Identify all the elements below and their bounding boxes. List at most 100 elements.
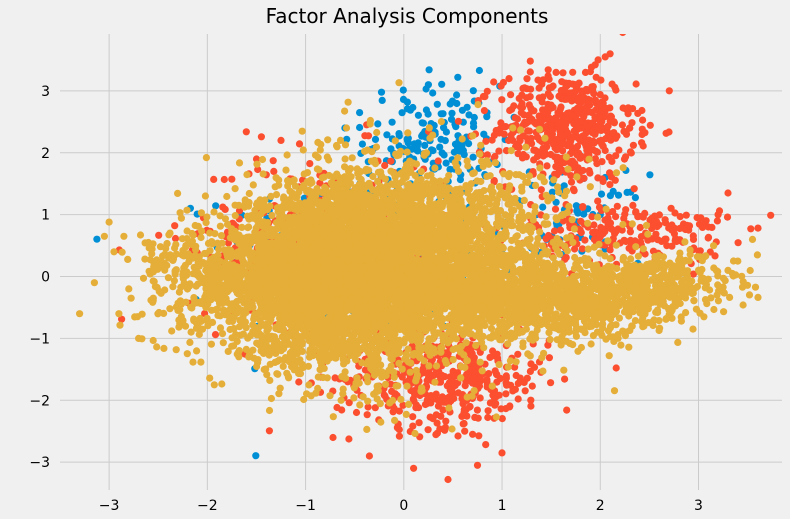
scatter-point [556, 105, 564, 113]
scatter-point [329, 433, 337, 442]
scatter-point [306, 160, 314, 168]
scatter-point [398, 109, 406, 117]
scatter-point [482, 441, 490, 449]
scatter-point [381, 380, 390, 388]
scatter-point [601, 113, 609, 121]
scatter-point [594, 56, 602, 64]
scatter-point [323, 153, 331, 161]
scatter-point [505, 403, 514, 411]
scatter-point [552, 198, 560, 206]
scatter-point [207, 340, 215, 348]
scatter-point [217, 232, 226, 240]
scatter-point [641, 129, 649, 137]
scatter-point [530, 156, 538, 164]
scatter-point [606, 169, 614, 177]
scatter-point [197, 358, 205, 366]
scatter-point [363, 425, 371, 433]
scatter-point [422, 106, 430, 114]
scatter-point [596, 91, 604, 99]
scatter-point [210, 175, 218, 183]
scatter-point [449, 367, 457, 375]
scatter-point [434, 402, 442, 410]
scatter-point [486, 353, 494, 361]
scatter-point [547, 121, 555, 129]
scatter-point [560, 182, 568, 190]
scatter-point [356, 123, 364, 132]
scatter-point [646, 121, 654, 129]
scatter-point [619, 34, 626, 37]
scatter-point [559, 69, 567, 77]
scatter-point [514, 395, 522, 403]
scatter-point [561, 375, 569, 383]
scatter-point [591, 113, 599, 121]
scatter-point [514, 379, 522, 387]
scatter-point [594, 230, 602, 238]
scatter-point [271, 183, 279, 191]
scatter-point [507, 91, 515, 99]
scatter-point [626, 228, 635, 236]
scatter-point [174, 189, 182, 197]
scatter-point [526, 68, 534, 76]
scatter-point [593, 160, 601, 168]
scatter-point [521, 387, 529, 395]
scatter-point [381, 161, 389, 170]
scatter-point [432, 362, 441, 370]
scatter-point [572, 146, 580, 154]
scatter-point [339, 385, 347, 393]
scatter-point [517, 126, 525, 134]
scatter-point [342, 124, 351, 132]
scatter-point [337, 396, 345, 404]
scatter-point [559, 133, 567, 142]
scatter-point [595, 203, 604, 211]
scatter-point [425, 66, 433, 74]
scatter-point [610, 118, 618, 127]
scatter-point [620, 214, 628, 222]
scatter-point [305, 381, 313, 389]
scatter-point [387, 157, 395, 165]
scatter-point [245, 189, 253, 198]
scatter-point [485, 370, 493, 378]
scatter-point [552, 68, 560, 76]
scatter-point [446, 165, 454, 173]
scatter-point [465, 111, 473, 119]
scatter-point [424, 81, 432, 89]
scatter-point [638, 106, 646, 115]
scatter-point [461, 427, 469, 435]
scatter-point [220, 175, 228, 184]
scatter-point [662, 219, 670, 227]
scatter-point [410, 464, 418, 472]
scatter-point [235, 159, 244, 167]
scatter-point [365, 452, 373, 460]
scatter-point [395, 151, 403, 159]
scatter-point [416, 354, 424, 362]
scatter-point [585, 142, 593, 150]
scatter-point [356, 401, 364, 409]
scatter-point [528, 382, 536, 390]
scatter-point [329, 413, 337, 421]
scatter-point [693, 214, 701, 222]
scatter-point [724, 189, 732, 197]
scatter-point [488, 382, 496, 390]
scatter-point [495, 147, 503, 155]
scatter-point [569, 68, 577, 76]
scatter-point [252, 452, 260, 460]
scatter-point [566, 89, 574, 97]
scatter-point [242, 128, 250, 136]
scatter-point [458, 135, 466, 143]
scatter-point [530, 363, 539, 371]
scatter-point [510, 102, 518, 110]
scatter-point [592, 73, 600, 81]
scatter-point [543, 105, 551, 113]
scatter-point [704, 233, 713, 241]
scatter-point [446, 373, 454, 381]
scatter-point [502, 123, 510, 131]
scatter-point [421, 141, 429, 149]
scatter-point [480, 130, 488, 138]
scatter-point [403, 105, 412, 113]
scatter-point [547, 379, 555, 387]
scatter-point [615, 146, 623, 154]
scatter-point [497, 82, 505, 90]
scatter-point [556, 226, 565, 234]
scatter-point [524, 127, 532, 135]
scatter-point [604, 122, 612, 130]
